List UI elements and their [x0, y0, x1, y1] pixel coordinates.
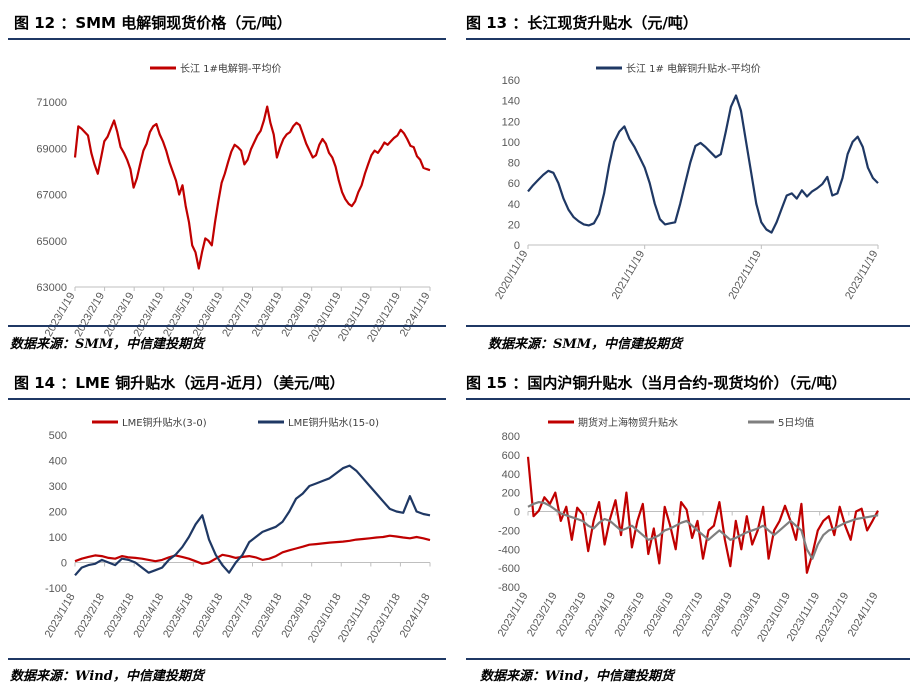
- x-tick-label: 2022/11/19: [726, 249, 764, 302]
- y-tick-label: 63000: [36, 282, 67, 294]
- chart-panel-3: 图 14 ：LME 铜升贴水（远月-近月）（美元/吨） -100 0 100 200 3…: [0, 360, 446, 687]
- legend-label: 长江 1# 电解铜升贴水-平均价: [626, 62, 761, 75]
- chart-title-1: 图 12 ：SMM 电解铜现货价格（元/吨）: [14, 14, 292, 32]
- chart-1: 63000650006700069000710002023/1/192023/2…: [36, 62, 432, 344]
- chart-panel-2: 图 13 ：长江现货升贴水（元/吨） 0 20 40 60 80 100 120 140 160…: [466, 0, 910, 355]
- series-line: [527, 94, 879, 234]
- legend-label: 5日均值: [778, 416, 814, 429]
- y-tick-label: -100: [45, 583, 67, 595]
- y-tick-label: -800: [498, 582, 520, 594]
- y-tick-label: 200: [502, 488, 520, 500]
- y-tick-label: 65000: [36, 236, 67, 248]
- series-line: [527, 500, 879, 560]
- y-tick-label: 69000: [36, 143, 67, 155]
- x-tick-label: 2024/1/19: [398, 291, 433, 339]
- x-tick-label: 2024/1/18: [398, 592, 433, 640]
- x-tick-label: 2023/11/19: [843, 249, 881, 302]
- y-tick-label: 120: [502, 116, 520, 128]
- source-rule-2: [466, 325, 910, 327]
- y-tick-label: 600: [502, 450, 520, 462]
- source-note-1: 数据来源：SMM，中信建投期货: [10, 337, 205, 352]
- y-tick-label: -200: [498, 525, 520, 537]
- legend-label: 长江 1#电解铜-平均价: [180, 62, 282, 75]
- legend-label: LME铜升贴水(3-0): [122, 416, 207, 429]
- title-rule-4: [466, 398, 910, 400]
- chart-panel-4: 图 15 ：国内沪铜升贴水（当月合约-现货均价）（元/吨） -800 -600 -4…: [466, 360, 910, 687]
- y-tick-label: 80: [508, 158, 520, 170]
- y-tick-label: -400: [498, 544, 520, 556]
- title-rule-2: [466, 38, 910, 40]
- source-note-4: 数据来源：Wind，中信建投期货: [480, 669, 674, 684]
- y-tick-label: 60: [508, 178, 520, 190]
- y-tick-label: 0: [514, 507, 520, 519]
- y-tick-label: 500: [49, 430, 67, 442]
- x-tick-label: 2024/1/19: [846, 591, 881, 639]
- chart-3: -10001002003004005002023/1/182023/2/1820…: [43, 416, 433, 645]
- y-tick-label: 100: [49, 532, 67, 544]
- y-tick-label: -600: [498, 563, 520, 575]
- y-tick-label: 20: [508, 219, 520, 231]
- y-tick-label: 71000: [36, 97, 67, 109]
- chart-title-4: 图 15 ：国内沪铜升贴水（当月合约-现货均价）（元/吨）: [466, 374, 847, 392]
- y-tick-label: 0: [61, 558, 67, 570]
- y-tick-label: 0: [514, 240, 520, 252]
- chart-4: -800-600-400-20002004006008002023/1/1920…: [496, 416, 881, 644]
- x-tick-label: 2021/11/19: [610, 249, 648, 302]
- series-line: [74, 534, 431, 565]
- y-tick-label: 200: [49, 507, 67, 519]
- title-rule-3: [8, 398, 446, 400]
- source-rule-1: [8, 325, 446, 327]
- y-tick-label: 160: [502, 75, 520, 87]
- y-tick-label: 800: [502, 431, 520, 443]
- legend-label: 期货对上海物贸升贴水: [578, 416, 678, 429]
- source-note-3: 数据来源：Wind，中信建投期货: [10, 669, 204, 684]
- y-tick-label: 300: [49, 481, 67, 493]
- chart-2: 0 20 40 60 80 100 120 140 160 2020/11/19 2021/11/1…: [493, 62, 881, 302]
- chart-panel-1: 图 12 ：SMM 电解铜现货价格（元/吨） 63000 65000 67000 69…: [0, 0, 446, 355]
- chart-title-3: 图 14 ：LME 铜升贴水（远月-近月）（美元/吨）: [14, 374, 345, 392]
- x-tick-label: 2020/11/19: [493, 249, 531, 302]
- y-tick-label: 40: [508, 199, 520, 211]
- source-rule-3: [8, 658, 446, 660]
- source-note-2: 数据来源：SMM，中信建投期货: [488, 337, 683, 352]
- legend-label: LME铜升贴水(15-0): [288, 416, 379, 429]
- y-tick-label: 400: [502, 469, 520, 481]
- chart-title-2: 图 13 ：长江现货升贴水（元/吨）: [466, 14, 698, 32]
- series-line: [74, 464, 431, 577]
- title-rule-1: [8, 38, 446, 40]
- series-line: [73, 105, 431, 270]
- y-tick-label: 67000: [36, 190, 67, 202]
- y-tick-label: 400: [49, 456, 67, 468]
- source-rule-4: [466, 658, 910, 660]
- y-tick-label: 140: [502, 96, 520, 108]
- series-line: [526, 456, 879, 574]
- y-tick-label: 100: [502, 137, 520, 149]
